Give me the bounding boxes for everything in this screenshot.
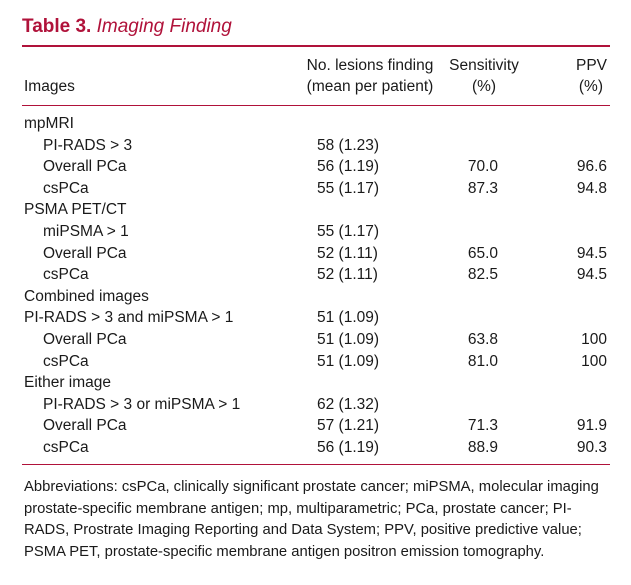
row-label: Overall PCa [43, 244, 127, 262]
header-rule [22, 105, 610, 106]
row-lesions: 51 (1.09) [317, 309, 380, 327]
header-lesions-line2: (mean per patient) [306, 78, 434, 95]
row-sensitivity: 87.3 [467, 179, 498, 197]
table-row: Overall PCa 51 (1.09) 63.8 100 [0, 329, 631, 351]
row-label: Overall PCa [43, 331, 127, 348]
row-ppv: 96.6 [576, 158, 607, 176]
table-row: miPSMA > 1 55 (1.17) [0, 221, 631, 243]
row-lesions: 51 (1.09) [317, 352, 380, 370]
table-row: PI-RADS > 3 58 (1.23) [0, 135, 631, 157]
row-lesions: 52 (1.11) [317, 266, 378, 284]
table-row: csPCa 56 (1.19) 88.9 90.3 [0, 437, 631, 459]
row-label: Overall PCa [43, 158, 127, 176]
footnote-line: prostate-specific membrane antigen; mp, … [24, 500, 572, 517]
header-sensitivity-line1: Sensitivity [449, 57, 519, 74]
table-row: mpMRI [0, 113, 631, 135]
row-label: PI-RADS > 3 [43, 136, 133, 154]
footnote-line: PSMA PET, prostate-specific membrane ant… [24, 543, 545, 560]
row-ppv: 94.8 [576, 179, 607, 197]
table-row: csPCa 51 (1.09) 81.0 100 [0, 351, 631, 373]
table-row: Either image [0, 372, 631, 394]
row-lesions: 56 (1.19) [317, 439, 380, 456]
footnote-line: Abbreviations: csPCa, clinically signifi… [24, 479, 599, 495]
row-ppv: 100 [581, 352, 607, 370]
row-label: csPCa [43, 439, 89, 456]
table-row: Overall PCa 52 (1.11) 65.0 94.5 [0, 243, 631, 265]
row-lesions: 57 (1.21) [317, 417, 380, 435]
table-row: Overall PCa 57 (1.21) 71.3 91.9 [0, 415, 631, 437]
table-row: csPCa 52 (1.11) 82.5 94.5 [0, 264, 631, 286]
footnote: Abbreviations: csPCa, clinically signifi… [24, 477, 608, 563]
row-ppv: 100 [581, 331, 607, 348]
row-lesions: 55 (1.17) [317, 179, 380, 197]
table-row: PI-RADS > 3 and miPSMA > 1 51 (1.09) [0, 307, 631, 329]
row-sensitivity: 88.9 [467, 439, 498, 456]
row-lesions: 56 (1.19) [317, 158, 380, 176]
row-label: PI-RADS > 3 or miPSMA > 1 [43, 395, 241, 413]
row-lesions: 52 (1.11) [317, 244, 378, 262]
row-label: PI-RADS > 3 and miPSMA > 1 [24, 309, 234, 327]
header-lesions-line1: No. lesions finding [306, 57, 434, 74]
row-ppv: 94.5 [576, 244, 607, 262]
row-sensitivity: 82.5 [467, 266, 498, 284]
top-rule [22, 45, 610, 47]
row-label: Either image [24, 374, 112, 392]
table-title: Table 3. Imaging Finding [22, 14, 232, 40]
table-row: PI-RADS > 3 or miPSMA > 1 62 (1.32) [0, 394, 631, 416]
row-label: PSMA PET/CT [24, 201, 127, 219]
row-lesions: 62 (1.32) [317, 395, 380, 413]
row-label: csPCa [43, 266, 89, 284]
bottom-rule [22, 464, 610, 465]
row-label: csPCa [43, 352, 89, 370]
footnote-line: RADS, Prostrate Imaging Reporting and Da… [24, 522, 582, 538]
row-label: mpMRI [24, 115, 74, 132]
row-lesions: 58 (1.23) [317, 136, 380, 154]
row-label: miPSMA > 1 [43, 223, 129, 240]
row-label: csPCa [43, 179, 89, 197]
table-row: csPCa 55 (1.17) 87.3 94.8 [0, 178, 631, 200]
header-images: Images [24, 78, 75, 95]
header-sensitivity-line2: (%) [471, 78, 497, 95]
table-row: Combined images [0, 286, 631, 308]
row-lesions: 51 (1.09) [317, 331, 380, 348]
table-row: PSMA PET/CT [0, 199, 631, 221]
table-name: Imaging Finding [96, 16, 232, 37]
row-sensitivity: 65.0 [467, 244, 498, 262]
row-label: Overall PCa [43, 417, 127, 435]
table-number: Table 3. [22, 16, 92, 37]
row-ppv: 90.3 [576, 439, 607, 456]
row-sensitivity: 63.8 [467, 331, 498, 348]
row-sensitivity: 81.0 [467, 352, 498, 370]
table-row: Overall PCa 56 (1.19) 70.0 96.6 [0, 156, 631, 178]
header-ppv-line1: PPV [575, 57, 607, 74]
row-sensitivity: 71.3 [467, 417, 498, 435]
row-ppv: 91.9 [576, 417, 607, 435]
header-ppv-line2: (%) [578, 78, 603, 95]
row-sensitivity: 70.0 [467, 158, 498, 176]
row-lesions: 55 (1.17) [317, 223, 380, 240]
row-ppv: 94.5 [576, 266, 607, 284]
row-label: Combined images [24, 287, 149, 305]
